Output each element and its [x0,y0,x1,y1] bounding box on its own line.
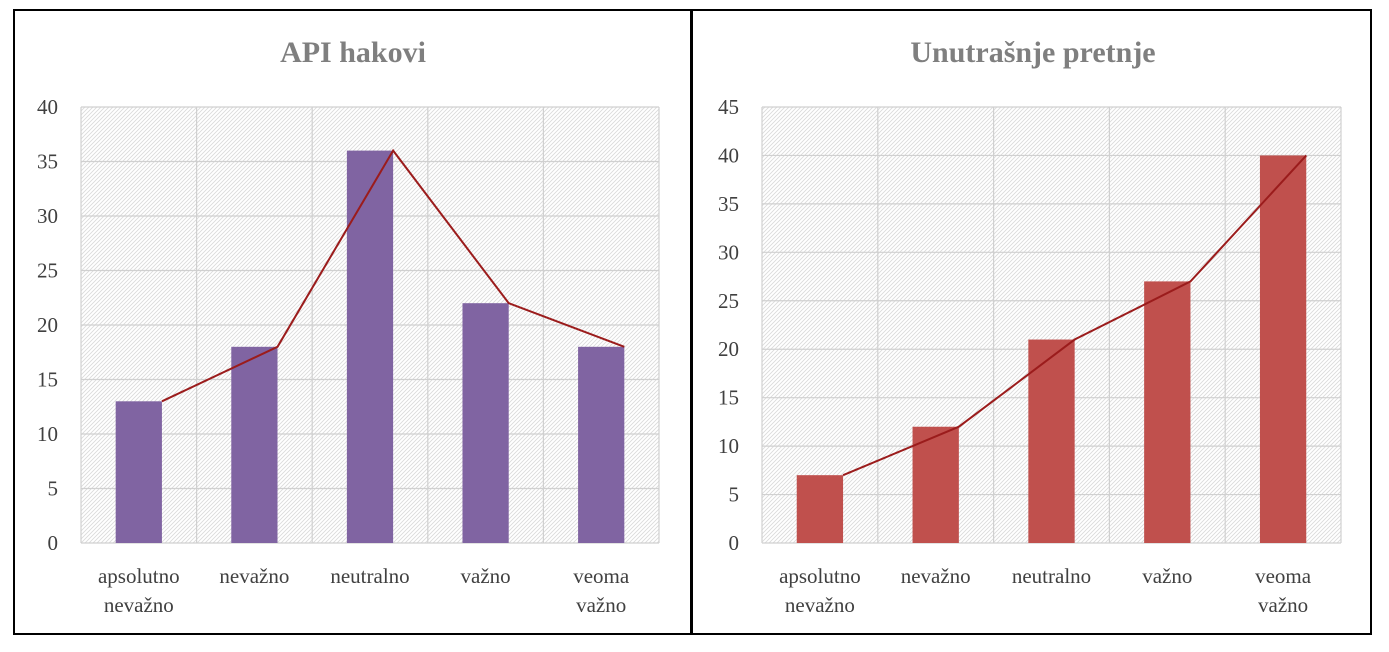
bar [1259,155,1307,543]
bar [231,346,278,543]
x-category-label: neutralno [1012,564,1091,588]
bar [115,401,162,543]
y-tick-label: 0 [729,531,740,555]
chart-unutrasnje-pretnje: Unutrašnje pretnje 0 5 10 15 20 25 30 35 40 45 ap… [718,36,1342,617]
y-tick-label: 35 [718,192,739,216]
y-tick-label: 30 [37,204,58,228]
bars [796,155,1307,543]
y-tick-label: 15 [37,368,58,392]
bar [1144,281,1191,543]
y-tick-label: 5 [48,477,59,501]
trend-line [842,154,1307,477]
chart-title: API hakovi [280,36,426,69]
x-category-label: veoma važno [573,564,630,617]
x-axis-labels: apsolutno nevažno nevažno neutralno važno veo… [779,564,1312,617]
bar [796,475,844,543]
x-category-label: apsolutno nevažno [98,564,180,617]
x-category-label: važno [1142,564,1192,588]
series-line [842,154,1307,477]
y-tick-label: 25 [718,289,739,313]
x-category-label: nevažno [219,564,289,588]
y-tick-label: 40 [37,95,58,119]
y-axis-ticks: 0 5 10 15 20 25 30 35 40 [37,95,58,555]
y-tick-label: 10 [718,434,739,458]
y-tick-label: 20 [37,313,58,337]
x-category-label: važno [461,564,511,588]
series-line [161,148,625,403]
x-category-label: veoma važno [1255,564,1312,617]
bar [462,303,509,543]
y-axis-ticks: 0 5 10 15 20 25 30 35 40 45 [718,95,739,555]
chart-api-hakovi: API hakovi 0 5 10 15 20 25 30 35 40 apsolutno nev… [37,36,660,617]
chart-title: Unutrašnje pretnje [910,36,1155,69]
bar [346,150,394,543]
x-category-label: apsolutno nevažno [779,564,861,617]
panel-divider [690,9,693,635]
trend-line [161,148,625,403]
y-tick-label: 45 [718,95,739,119]
y-tick-label: 0 [48,531,59,555]
bar [578,346,625,543]
bar [912,426,959,543]
x-axis-labels: apsolutno nevažno nevažno neutralno važno veo… [98,564,630,617]
y-tick-label: 20 [718,337,739,361]
y-tick-label: 10 [37,422,58,446]
x-category-label: nevažno [901,564,971,588]
y-tick-label: 25 [37,259,58,283]
bars [115,150,625,543]
y-tick-label: 30 [718,240,739,264]
y-tick-label: 40 [718,143,739,167]
x-category-label: neutralno [330,564,409,588]
y-tick-label: 5 [729,483,740,507]
y-tick-label: 35 [37,150,58,174]
y-tick-label: 15 [718,386,739,410]
bar [1028,339,1075,543]
